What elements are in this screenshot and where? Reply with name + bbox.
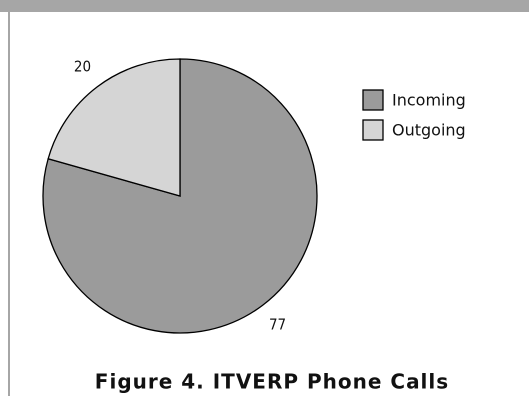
top-bar [0, 0, 529, 12]
data-label: 77 [269, 315, 286, 333]
legend-label: Incoming [392, 91, 466, 110]
chart-title: Figure 4. ITVERP Phone Calls [95, 370, 449, 394]
pie-slice [47, 58, 181, 197]
legend-label: Outgoing [392, 121, 466, 140]
legend-swatch [362, 89, 384, 111]
data-label: 20 [74, 58, 91, 76]
legend-swatch [362, 119, 384, 141]
pie-slice [42, 58, 318, 334]
